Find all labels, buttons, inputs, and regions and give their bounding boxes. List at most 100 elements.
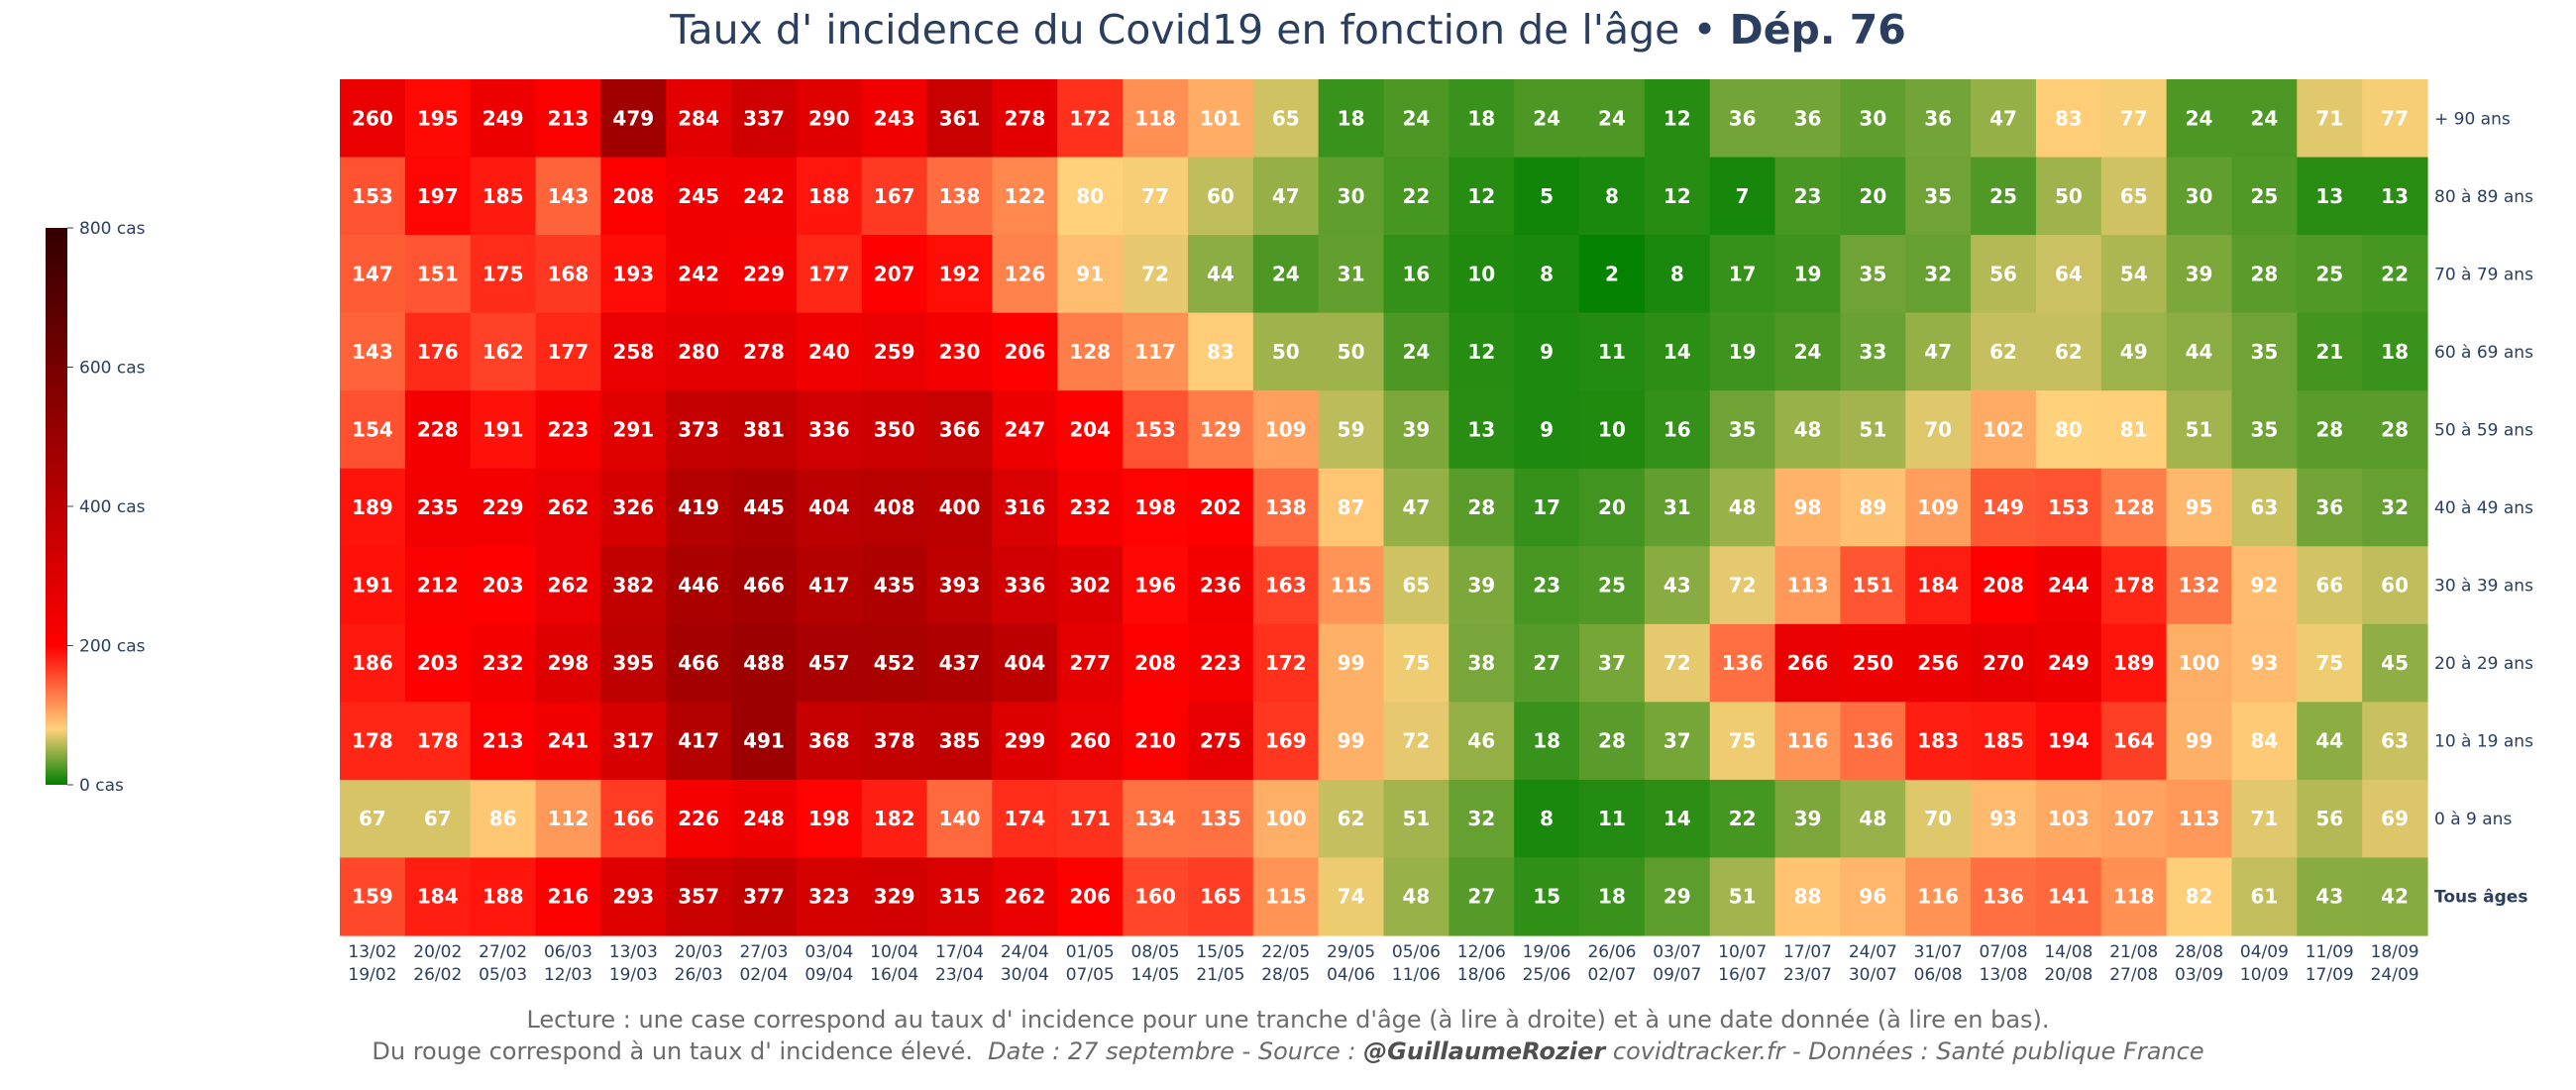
cell-value-label: 62 — [1989, 340, 2017, 364]
cell-value-label: 316 — [1004, 495, 1045, 519]
cell-value-label: 176 — [417, 340, 459, 364]
heatmap-cell — [2231, 623, 2298, 703]
heatmap-cell — [1514, 857, 1580, 936]
cell-value-label: 36 — [1729, 106, 1757, 130]
column-label-end: 19/03 — [609, 965, 658, 985]
column-label-start: 20/03 — [675, 942, 723, 962]
heatmap-cell — [861, 779, 928, 859]
heatmap-cell — [2362, 857, 2428, 936]
cell-value-label: 63 — [2250, 495, 2278, 519]
cell-value-label: 198 — [1134, 495, 1176, 519]
heatmap-cell — [2100, 390, 2168, 470]
heatmap-cell — [1514, 79, 1580, 159]
heatmap-cell — [1579, 79, 1646, 159]
color-scale-tick-label: 200 cas — [79, 637, 146, 657]
cell-value-label: 100 — [1265, 807, 1307, 830]
cell-value-label: 47 — [1989, 106, 2017, 130]
cell-value-label: 32 — [1467, 807, 1495, 830]
chart-title-department: Dép. 76 — [1729, 6, 1906, 54]
cell-value-label: 67 — [359, 807, 386, 830]
heatmap-cell — [535, 235, 601, 314]
cell-value-label: 17 — [1729, 262, 1757, 285]
heatmap-cell — [2231, 312, 2298, 391]
cell-value-label: 143 — [352, 340, 393, 364]
column-label-end: 26/02 — [413, 965, 462, 985]
cell-value-label: 299 — [1004, 729, 1045, 753]
cell-value-label: 18 — [1533, 729, 1560, 753]
heatmap-cell — [1318, 468, 1385, 547]
cell-value-label: 18 — [1467, 106, 1495, 130]
heatmap-cell — [1644, 857, 1711, 936]
column-label-end: 17/09 — [2306, 965, 2354, 985]
cell-value-label: 210 — [1134, 729, 1176, 753]
heatmap-cell — [1709, 390, 1776, 470]
heatmap-cell — [1057, 79, 1124, 159]
cell-value-label: 278 — [743, 340, 785, 364]
cell-value-label: 168 — [548, 262, 590, 285]
cell-value-label: 48 — [1794, 417, 1822, 441]
cell-value-label: 437 — [939, 651, 981, 675]
heatmap-cell — [666, 857, 732, 936]
heatmap-cell — [1449, 235, 1515, 314]
heatmap-cell — [470, 468, 537, 547]
cell-value-label: 479 — [612, 106, 654, 130]
cell-value-label: 223 — [548, 417, 590, 441]
heatmap-cell — [1449, 390, 1515, 470]
cell-value-label: 385 — [939, 729, 981, 753]
heatmap-cell — [1774, 235, 1842, 314]
column-label-start: 04/09 — [2240, 942, 2289, 962]
column-label-start: 03/07 — [1653, 942, 1701, 962]
cell-value-label: 213 — [548, 106, 590, 130]
heatmap-cell — [470, 779, 537, 859]
heatmap-cell — [1449, 546, 1515, 625]
column-label-end: 09/07 — [1653, 965, 1701, 985]
heatmap-cell — [1057, 157, 1124, 236]
heatmap-cell — [2297, 312, 2363, 391]
cell-value-label: 195 — [417, 106, 459, 130]
heatmap-cell — [404, 79, 472, 159]
cell-value-label: 46 — [1467, 729, 1495, 753]
column-label-end: 30/04 — [1001, 965, 1049, 985]
row-label: 30 à 39 ans — [2434, 577, 2533, 597]
cell-value-label: 329 — [874, 885, 915, 909]
heatmap-cell — [1905, 857, 1972, 936]
cell-value-label: 62 — [2055, 340, 2083, 364]
column-label-end: 04/06 — [1327, 965, 1375, 985]
cell-value-label: 419 — [678, 495, 719, 519]
cell-value-label: 18 — [1338, 106, 1365, 130]
chart-title-separator: • — [1679, 6, 1730, 54]
heatmap-cell — [1644, 79, 1711, 159]
cell-value-label: 72 — [1141, 262, 1169, 285]
cell-value-label: 63 — [2381, 729, 2409, 753]
heatmap-cell — [1449, 79, 1515, 159]
cell-value-label: 99 — [1338, 729, 1365, 753]
cell-value-label: 206 — [1069, 885, 1111, 909]
heatmap-cell — [1057, 390, 1124, 470]
column-label-end: 26/03 — [675, 965, 723, 985]
heatmap-cell — [666, 702, 732, 781]
heatmap-cell — [666, 79, 732, 159]
color-scale-gradient — [46, 228, 67, 785]
heatmap-cell — [861, 623, 928, 703]
cell-value-label: 22 — [2381, 262, 2409, 285]
heatmap-cell — [1252, 468, 1320, 547]
cell-value-label: 50 — [1338, 340, 1365, 364]
heatmap-cell — [1123, 468, 1189, 547]
column-label-end: 10/09 — [2240, 965, 2289, 985]
cell-value-label: 42 — [2381, 885, 2409, 909]
heatmap-cell — [1774, 312, 1842, 391]
heatmap-cell — [666, 390, 732, 470]
heatmap-cell — [1709, 779, 1776, 859]
heatmap-cell — [1514, 779, 1580, 859]
footer-line-2-start: Du rouge correspond à un taux d' inciden… — [372, 1037, 973, 1065]
cell-value-label: 171 — [1069, 807, 1111, 830]
cell-value-label: 22 — [1729, 807, 1757, 830]
column-label-end: 05/03 — [479, 965, 527, 985]
cell-value-label: 2 — [1605, 262, 1619, 285]
cell-value-label: 31 — [1664, 495, 1691, 519]
cell-value-label: 377 — [743, 885, 785, 909]
footer-date-source: Date : 27 septembre - Source : — [988, 1037, 1356, 1065]
heatmap-cell — [1187, 702, 1254, 781]
heatmap-cell — [1840, 390, 1906, 470]
